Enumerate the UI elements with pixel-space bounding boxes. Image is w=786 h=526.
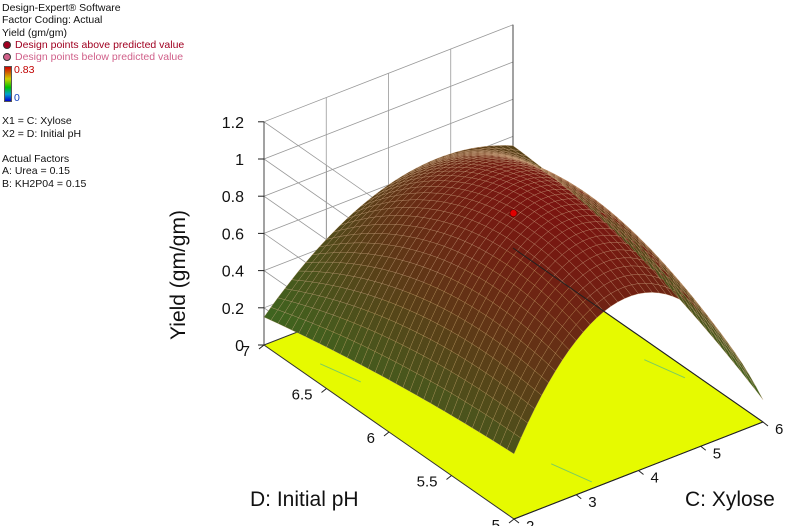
coding-label: Factor Coding: Actual <box>2 14 103 27</box>
colorbar-gradient <box>4 66 12 103</box>
xylose-tick <box>638 470 644 475</box>
ph-tick <box>508 518 515 524</box>
surface-facet <box>742 368 757 391</box>
xylose-axis-line <box>512 247 764 423</box>
z-tick-label: 0.4 <box>222 264 244 281</box>
ph-tick <box>383 431 390 437</box>
x2-label: X2 = D: Initial pH <box>2 127 82 140</box>
xylose-tick-label: 6 <box>775 421 783 438</box>
z-tick-label: 0 <box>235 338 244 355</box>
above-label: Design points above predicted value <box>15 38 185 51</box>
z-tick-label: 0.2 <box>222 301 244 318</box>
ph-tick <box>258 344 265 350</box>
xylose-tick-label: 3 <box>588 494 596 511</box>
colorbar-max-label: 0.83 <box>14 64 35 77</box>
ph-tick-label: 7 <box>242 343 250 360</box>
response-label: Yield (gm/gm) <box>2 26 67 39</box>
colorbar: 0.83 0 <box>2 64 184 105</box>
z-axis-title: Yield (gm/gm) <box>167 210 190 340</box>
z-tick-label: 0.8 <box>222 189 244 206</box>
xylose-tick-label: 5 <box>713 445 721 462</box>
floor-contour <box>550 463 592 483</box>
below-label: Design points below predicted value <box>15 51 184 64</box>
ph-tick-label: 6.5 <box>292 387 313 404</box>
axis-labels: 0 0.2 0.4 0.6 0.8 1 1.2 5 5.5 6 6.5 7 2 3 4 5 6 Yield (gm… <box>167 115 783 526</box>
ph-tick-label: 5.5 <box>417 474 438 491</box>
xylose-tick-label: 4 <box>651 470 659 487</box>
legend-below-item: Design points below predicted value <box>2 51 184 63</box>
xylose-tick <box>700 445 707 451</box>
surface-facet <box>742 365 757 387</box>
surface-facet <box>748 377 764 400</box>
x1-label: X1 = C: Xylose <box>2 115 72 128</box>
legend-panel: Design-Expert® Software Factor Coding: A… <box>2 2 184 190</box>
z-tick-label: 1 <box>235 152 244 169</box>
z-tick-label: 1.2 <box>222 115 244 132</box>
below-point-icon <box>3 52 11 61</box>
response-surface <box>263 145 764 455</box>
colorbar-min-label: 0 <box>14 92 20 105</box>
ph-tick <box>321 388 327 393</box>
design-point <box>509 209 518 218</box>
actual-factors-title: Actual Factors <box>2 153 70 166</box>
xylose-tick <box>513 518 520 524</box>
floor-contour <box>319 363 361 383</box>
xylose-tick-label: 2 <box>526 518 534 526</box>
ph-tick <box>446 475 452 480</box>
above-point-icon <box>3 40 11 49</box>
software-label: Design-Expert® Software <box>2 2 121 14</box>
xylose-tick <box>575 494 582 500</box>
floor-contour <box>644 359 686 379</box>
xylose-axis-title: C: Xylose <box>685 488 775 511</box>
ph-tick-label: 5 <box>492 517 500 526</box>
factor-b-label: B: KH2P04 = 0.15 <box>2 177 87 190</box>
legend-above-item: Design points above predicted value <box>2 39 184 51</box>
ph-tick-label: 6 <box>367 430 375 447</box>
z-tick-label: 0.6 <box>222 226 244 243</box>
factor-a-label: A: Urea = 0.15 <box>2 165 70 178</box>
xylose-tick <box>762 421 769 427</box>
ph-axis-title: D: Initial pH <box>250 488 359 511</box>
